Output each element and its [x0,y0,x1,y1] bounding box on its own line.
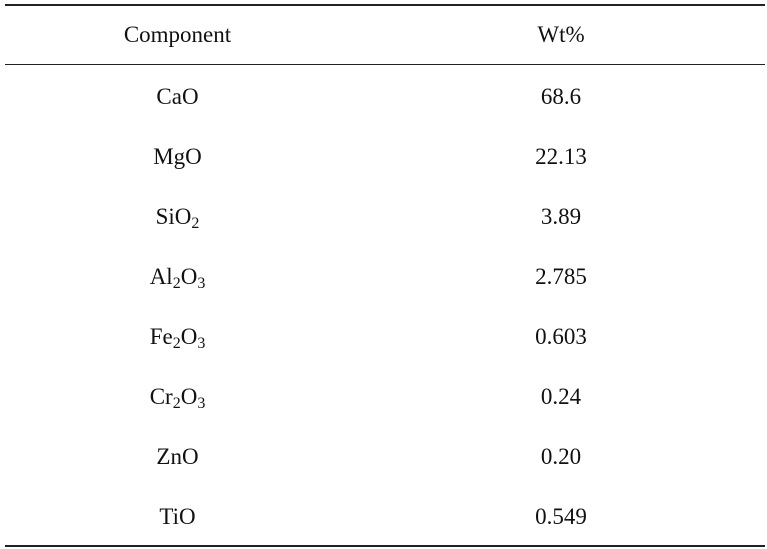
table-header-rule [5,64,765,65]
formula-text: Fe [149,324,173,349]
component-cell: CaO [0,77,355,117]
formula-text: CaO [156,84,199,109]
header-wt-percent: Wt% [537,22,585,47]
wt-percent-cell: 2.785 [535,264,587,289]
wt-percent-cell: 22.13 [535,144,587,169]
wt-percent-cell: 3.89 [540,204,582,229]
formula-subscript: 2 [172,275,181,292]
component-cell: Cr2O3 [0,377,355,417]
formula-subscript: 3 [197,275,206,292]
wt-percent-cell: 0.549 [535,504,587,529]
component-cell: Fe2O3 [0,317,355,357]
wt-percent-cell: 68.6 [540,84,582,109]
formula-text: SiO [155,204,192,229]
formula-text: MgO [153,144,202,169]
wt-percent-cell: 0.603 [535,324,587,349]
wt-percent-cell: 0.20 [540,444,582,469]
formula-subscript: 3 [197,335,206,352]
formula-subscript: 3 [197,395,206,412]
formula-text: Al [149,264,173,289]
formula-subscript: 2 [191,215,200,232]
formula-text: ZnO [156,444,199,469]
component-cell: MgO [0,137,355,177]
component-cell: Al2O3 [0,257,355,297]
formula-subscript: 2 [172,395,181,412]
formula-text: Cr [149,384,173,409]
table-top-rule [5,4,765,6]
component-cell: SiO2 [0,197,355,237]
component-cell: TiO [0,497,355,537]
formula-text: O [180,324,198,349]
table-bottom-rule [5,545,765,547]
formula-text: O [180,264,198,289]
formula-text: O [180,384,198,409]
formula-text: TiO [159,504,196,529]
wt-percent-cell: 0.24 [540,384,582,409]
header-component: Component [123,22,232,47]
formula-subscript: 2 [172,335,181,352]
component-cell: ZnO [0,437,355,477]
